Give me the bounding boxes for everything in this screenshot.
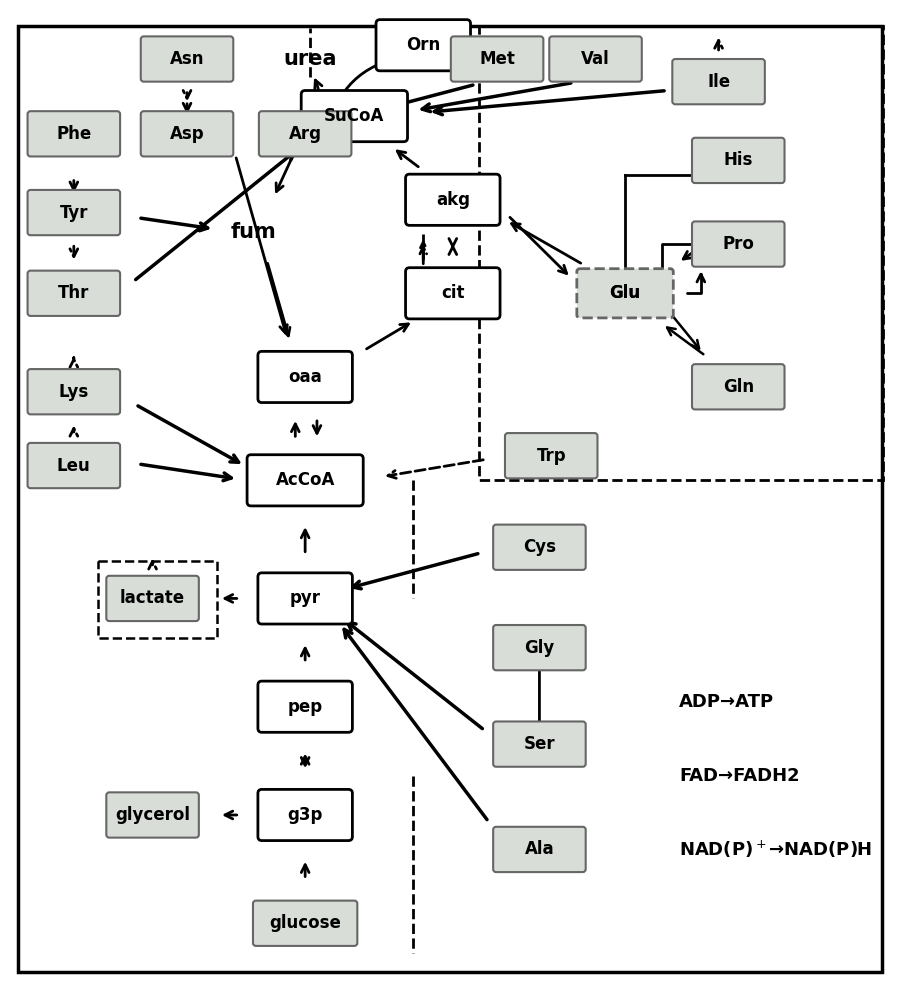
FancyBboxPatch shape	[258, 573, 352, 624]
FancyBboxPatch shape	[107, 792, 199, 838]
Text: His: His	[723, 151, 753, 169]
FancyBboxPatch shape	[494, 625, 585, 670]
FancyBboxPatch shape	[28, 443, 120, 488]
Text: Tyr: Tyr	[60, 204, 88, 222]
FancyBboxPatch shape	[28, 190, 120, 235]
Text: AcCoA: AcCoA	[276, 471, 335, 489]
FancyBboxPatch shape	[141, 36, 233, 82]
Text: Gln: Gln	[722, 378, 754, 396]
Text: fum: fum	[231, 222, 277, 242]
FancyBboxPatch shape	[376, 20, 471, 71]
Text: glucose: glucose	[269, 914, 341, 932]
Text: glycerol: glycerol	[115, 806, 190, 824]
Text: ADP→ATP: ADP→ATP	[679, 693, 775, 711]
FancyBboxPatch shape	[579, 271, 671, 316]
Text: Phe: Phe	[56, 125, 92, 143]
FancyBboxPatch shape	[505, 433, 597, 478]
FancyBboxPatch shape	[494, 721, 585, 767]
FancyBboxPatch shape	[494, 525, 585, 570]
Text: Val: Val	[581, 50, 610, 68]
FancyBboxPatch shape	[692, 138, 785, 183]
FancyBboxPatch shape	[673, 59, 765, 104]
FancyBboxPatch shape	[494, 827, 585, 872]
FancyBboxPatch shape	[28, 369, 120, 414]
Text: Trp: Trp	[537, 447, 566, 465]
Text: lactate: lactate	[120, 589, 185, 607]
FancyBboxPatch shape	[692, 221, 785, 267]
Text: urea: urea	[283, 49, 337, 69]
Text: oaa: oaa	[289, 368, 322, 386]
Text: Pro: Pro	[722, 235, 754, 253]
FancyBboxPatch shape	[258, 351, 352, 403]
Text: pep: pep	[288, 698, 323, 716]
Text: Asp: Asp	[170, 125, 204, 143]
FancyBboxPatch shape	[577, 269, 674, 318]
Text: Lys: Lys	[59, 383, 89, 401]
FancyBboxPatch shape	[550, 36, 641, 82]
Text: Met: Met	[479, 50, 515, 68]
Text: cit: cit	[441, 284, 464, 302]
Text: pyr: pyr	[289, 589, 321, 607]
Text: Leu: Leu	[57, 457, 91, 475]
Text: Orn: Orn	[406, 36, 440, 54]
FancyBboxPatch shape	[405, 268, 500, 319]
Text: Asn: Asn	[170, 50, 204, 68]
Text: Ala: Ala	[525, 840, 554, 858]
FancyBboxPatch shape	[258, 789, 352, 841]
Text: Ile: Ile	[707, 73, 730, 91]
FancyBboxPatch shape	[107, 576, 199, 621]
FancyBboxPatch shape	[141, 111, 233, 156]
Text: Arg: Arg	[289, 125, 322, 143]
Text: Thr: Thr	[58, 284, 89, 302]
Text: Glu: Glu	[609, 284, 641, 302]
Text: Gly: Gly	[525, 639, 554, 657]
FancyBboxPatch shape	[451, 36, 543, 82]
FancyBboxPatch shape	[405, 174, 500, 225]
FancyBboxPatch shape	[692, 364, 785, 409]
FancyBboxPatch shape	[259, 111, 351, 156]
Text: Glu: Glu	[609, 284, 641, 302]
Text: SuCoA: SuCoA	[324, 107, 384, 125]
FancyArrowPatch shape	[298, 80, 322, 144]
Text: NAD(P)$^+$→NAD(P)H: NAD(P)$^+$→NAD(P)H	[679, 839, 872, 860]
Text: Ser: Ser	[524, 735, 555, 753]
FancyBboxPatch shape	[247, 455, 363, 506]
Bar	[98, 561, 217, 638]
Text: g3p: g3p	[288, 806, 323, 824]
FancyBboxPatch shape	[301, 91, 407, 142]
FancyBboxPatch shape	[28, 271, 120, 316]
FancyBboxPatch shape	[28, 111, 120, 156]
FancyArrowPatch shape	[327, 57, 396, 138]
FancyBboxPatch shape	[258, 681, 352, 732]
Bar	[480, 26, 883, 480]
FancyBboxPatch shape	[253, 901, 357, 946]
Text: akg: akg	[436, 191, 470, 209]
Text: Cys: Cys	[523, 538, 556, 556]
Text: FAD→FADH2: FAD→FADH2	[679, 767, 800, 785]
